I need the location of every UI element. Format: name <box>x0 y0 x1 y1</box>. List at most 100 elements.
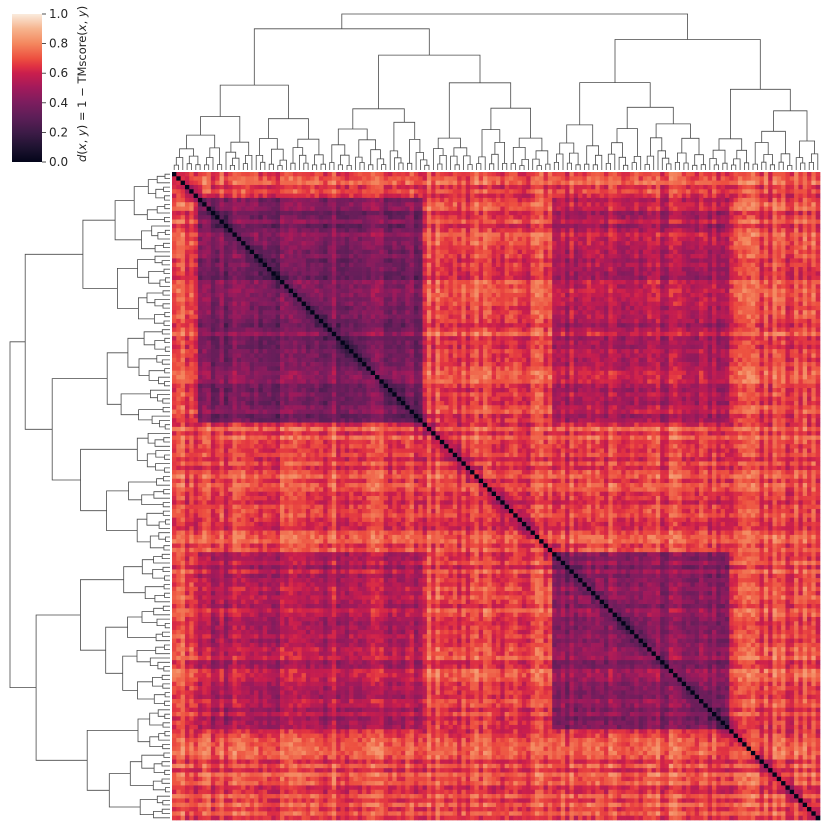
heatmap-cell <box>629 197 635 203</box>
heatmap-cell <box>616 189 622 194</box>
heatmap-cell <box>599 267 605 272</box>
heatmap-cell <box>811 267 817 272</box>
heatmap-cell <box>647 180 652 186</box>
heatmap-cell <box>772 172 778 177</box>
heatmap-cell <box>210 249 216 255</box>
heatmap-cell <box>323 301 328 307</box>
heatmap-cell <box>664 189 670 194</box>
heatmap-cell <box>651 193 657 199</box>
heatmap-cell <box>547 193 553 199</box>
heatmap-cell <box>418 219 423 225</box>
heatmap-cell <box>802 267 808 272</box>
heatmap-cell <box>638 197 644 203</box>
heatmap-cell <box>737 219 743 225</box>
heatmap-cell <box>280 180 285 186</box>
heatmap-cell <box>366 206 372 212</box>
heatmap-cell <box>323 297 328 302</box>
heatmap-cell <box>569 210 575 216</box>
heatmap-cell <box>310 288 315 294</box>
heatmap-cell <box>746 172 752 177</box>
heatmap-cell <box>707 232 713 238</box>
heatmap-cell <box>271 180 277 186</box>
heatmap-cell <box>431 180 436 186</box>
heatmap-cell <box>271 254 277 259</box>
heatmap-cell <box>349 249 354 255</box>
heatmap-cell <box>699 193 704 199</box>
heatmap-cell <box>673 249 678 255</box>
heatmap-cell <box>176 219 181 225</box>
heatmap-cell <box>426 267 432 272</box>
heatmap-cell <box>798 310 804 315</box>
heatmap-cell <box>215 305 220 311</box>
heatmap-cell <box>362 241 367 246</box>
heatmap-cell <box>673 305 678 311</box>
heatmap-cell <box>707 275 713 281</box>
heatmap-cell <box>677 184 683 190</box>
heatmap-cell <box>638 193 644 199</box>
heatmap-cell <box>781 236 786 242</box>
heatmap-cell <box>526 258 531 264</box>
heatmap-cell <box>409 215 415 220</box>
heatmap-cell <box>422 254 428 259</box>
heatmap-cell <box>426 301 432 307</box>
heatmap-cell <box>699 236 704 242</box>
heatmap-cell <box>625 310 631 315</box>
heatmap-cell <box>457 176 462 181</box>
heatmap-cell <box>172 223 177 229</box>
heatmap-cell <box>729 228 734 233</box>
heatmap-cell <box>798 301 804 307</box>
heatmap-cell <box>513 310 518 315</box>
heatmap-cell <box>789 305 795 311</box>
heatmap-cell <box>422 189 428 194</box>
heatmap-cell <box>500 241 505 246</box>
heatmap-cell <box>353 288 359 294</box>
heatmap-cell <box>392 271 397 277</box>
heatmap-cell <box>539 258 544 264</box>
heatmap-cell <box>604 275 609 281</box>
heatmap-cell <box>513 275 518 281</box>
heatmap-cell <box>232 241 238 246</box>
heatmap-cell <box>400 193 406 199</box>
heatmap-cell <box>375 223 380 229</box>
heatmap-cell <box>331 215 337 220</box>
heatmap-cell <box>642 215 648 220</box>
heatmap-cell <box>733 301 739 307</box>
heatmap-cell <box>716 193 721 199</box>
heatmap-cell <box>629 284 635 289</box>
heatmap-cell <box>513 180 518 186</box>
heatmap-cell <box>703 215 709 220</box>
heatmap-cell <box>772 297 778 302</box>
heatmap-cell <box>305 271 311 277</box>
heatmap-cell <box>413 189 419 194</box>
heatmap-cell <box>280 271 285 277</box>
heatmap-cell <box>521 202 527 207</box>
heatmap-cell <box>344 314 350 320</box>
heatmap-cell <box>327 258 333 264</box>
heatmap-cell <box>552 245 557 251</box>
heatmap-cell <box>258 292 264 298</box>
heatmap-cell <box>560 180 566 186</box>
heatmap-cell <box>629 267 635 272</box>
heatmap-cell <box>193 215 199 220</box>
heatmap-cell <box>712 292 717 298</box>
heatmap-cell <box>707 271 713 277</box>
heatmap-cell <box>448 249 454 255</box>
heatmap-cell <box>798 245 804 251</box>
heatmap-cell <box>543 176 549 181</box>
heatmap-cell <box>690 245 696 251</box>
heatmap-cell <box>258 314 264 320</box>
heatmap-cell <box>301 310 307 315</box>
heatmap-cell <box>720 189 726 194</box>
heatmap-cell <box>733 180 739 186</box>
heatmap-cell <box>487 271 493 277</box>
heatmap-cell <box>517 267 523 272</box>
heatmap-cell <box>811 215 817 220</box>
heatmap-cell <box>750 206 756 212</box>
heatmap-cell <box>573 219 579 225</box>
heatmap-cell <box>556 249 562 255</box>
heatmap-cell <box>660 180 665 186</box>
heatmap-cell <box>262 314 268 320</box>
heatmap-cell <box>452 310 458 315</box>
heatmap-cell <box>487 284 493 289</box>
heatmap-cell <box>396 223 402 229</box>
